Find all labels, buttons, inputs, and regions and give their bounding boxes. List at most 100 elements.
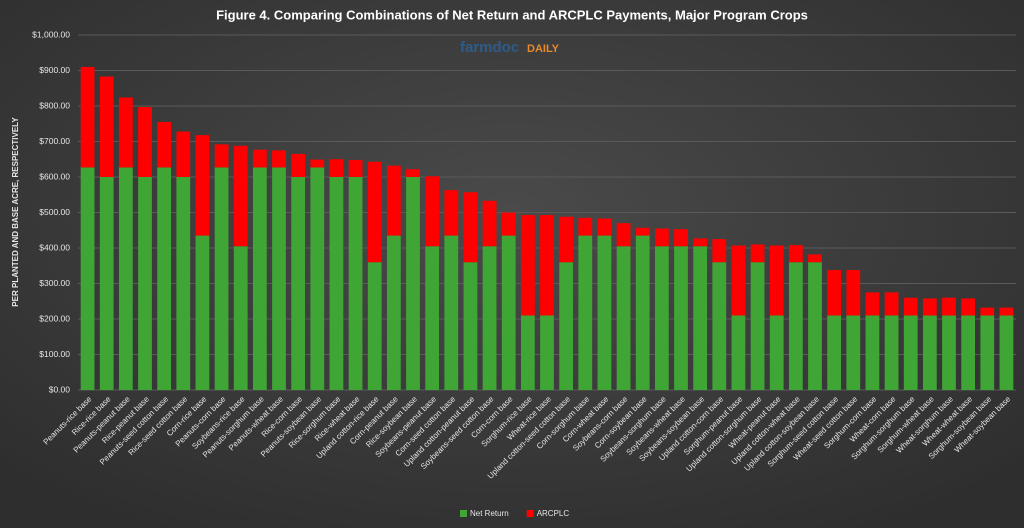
bar-segment xyxy=(272,150,286,168)
bar-segment xyxy=(138,107,152,177)
bar-segment xyxy=(406,169,420,177)
y-tick-label: $600.00 xyxy=(39,171,70,181)
y-tick-label: $1,000.00 xyxy=(32,29,70,39)
bar-segment xyxy=(578,235,593,390)
bar-segment xyxy=(482,246,497,390)
y-tick-label: $0.00 xyxy=(49,384,71,394)
bar-segment xyxy=(827,315,842,390)
bar-segment xyxy=(674,229,688,247)
bar-segment xyxy=(693,238,708,247)
bar-segment xyxy=(980,307,995,316)
bar-segment xyxy=(616,223,631,247)
bar-segment xyxy=(482,200,497,247)
bar-segment xyxy=(540,315,554,390)
bar-segment xyxy=(176,131,191,177)
chart-title: Figure 4. Comparing Combinations of Net … xyxy=(216,7,808,22)
bar-segment xyxy=(329,177,344,390)
bar-segment xyxy=(520,214,535,316)
bar-segment xyxy=(942,297,956,316)
bar-segment xyxy=(597,218,612,236)
bar-segment xyxy=(731,245,746,316)
bar-segment xyxy=(367,262,382,390)
bar-segment xyxy=(291,153,306,177)
bar-segment xyxy=(386,235,401,390)
bar-segment xyxy=(750,244,765,263)
bar-segment xyxy=(118,167,133,390)
y-tick-label: $300.00 xyxy=(39,278,70,288)
bar-segment xyxy=(252,149,267,168)
bar-segment xyxy=(616,246,631,390)
bar-segment xyxy=(80,66,95,168)
y-tick-label: $900.00 xyxy=(39,65,70,75)
y-tick-label: $100.00 xyxy=(39,349,70,359)
bar-segment xyxy=(463,262,478,390)
y-tick-label: $500.00 xyxy=(39,207,70,217)
bar-segment xyxy=(214,167,229,390)
bar-segment xyxy=(444,190,459,236)
bar-segment xyxy=(942,315,956,390)
bar-segment xyxy=(291,177,306,390)
bar-segment xyxy=(310,159,325,168)
bar-segment xyxy=(922,315,937,390)
bar-segment xyxy=(444,235,459,390)
bar-segment xyxy=(750,262,765,390)
bar-segment xyxy=(578,217,593,236)
bar-segment xyxy=(195,235,210,390)
bar-segment xyxy=(635,227,650,236)
bar-segment xyxy=(712,239,727,263)
bar-segment xyxy=(425,176,440,247)
legend-label: ARCPLC xyxy=(537,509,570,518)
bar-segment xyxy=(118,97,133,168)
bar-segment xyxy=(233,145,248,247)
bar-segment xyxy=(463,192,478,263)
bar-segment xyxy=(540,214,554,316)
bar-segment xyxy=(406,177,420,390)
bar-segment xyxy=(788,245,803,263)
legend-swatch xyxy=(460,510,467,517)
bar-segment xyxy=(329,159,344,177)
bar-segment xyxy=(425,246,440,390)
y-tick-label: $700.00 xyxy=(39,136,70,146)
bar-segment xyxy=(195,135,210,236)
bar-segment xyxy=(712,262,727,390)
bar-segment xyxy=(903,315,918,390)
bar-segment xyxy=(922,298,937,316)
bar-segment xyxy=(348,159,363,177)
bar-segment xyxy=(252,167,267,390)
bar-segment xyxy=(157,167,172,390)
bar-segment xyxy=(635,235,650,390)
bar-segment xyxy=(884,315,899,390)
bar-segment xyxy=(520,315,535,390)
bar-segment xyxy=(597,235,612,390)
bar-segment xyxy=(176,177,191,390)
bar-segment xyxy=(808,262,822,390)
bar-segment xyxy=(138,177,152,390)
bar-segment xyxy=(367,161,382,263)
bar-segment xyxy=(99,76,114,177)
bar-segment xyxy=(272,167,286,390)
y-tick-label: $400.00 xyxy=(39,242,70,252)
bar-segment xyxy=(157,121,172,168)
bar-segment xyxy=(674,246,688,390)
bar-segment xyxy=(865,292,880,316)
bar-segment xyxy=(386,165,401,236)
bar-segment xyxy=(654,228,669,247)
logo-main: farmdoc xyxy=(460,39,519,56)
bar-segment xyxy=(769,315,784,390)
bar-segment xyxy=(846,270,861,316)
bar-segment xyxy=(348,177,363,390)
y-tick-label: $800.00 xyxy=(39,100,70,110)
bar-segment xyxy=(999,315,1014,390)
bar-segment xyxy=(501,212,516,236)
bar-segment xyxy=(846,315,861,390)
legend-swatch xyxy=(526,510,534,517)
bar-segment xyxy=(233,246,248,390)
bar-segment xyxy=(884,292,899,316)
bar-segment xyxy=(310,167,325,390)
bar-segment xyxy=(999,307,1014,316)
legend-label: Net Return xyxy=(470,509,509,518)
bar-segment xyxy=(559,216,574,263)
bar-segment xyxy=(827,270,842,316)
bar-segment xyxy=(501,235,516,390)
